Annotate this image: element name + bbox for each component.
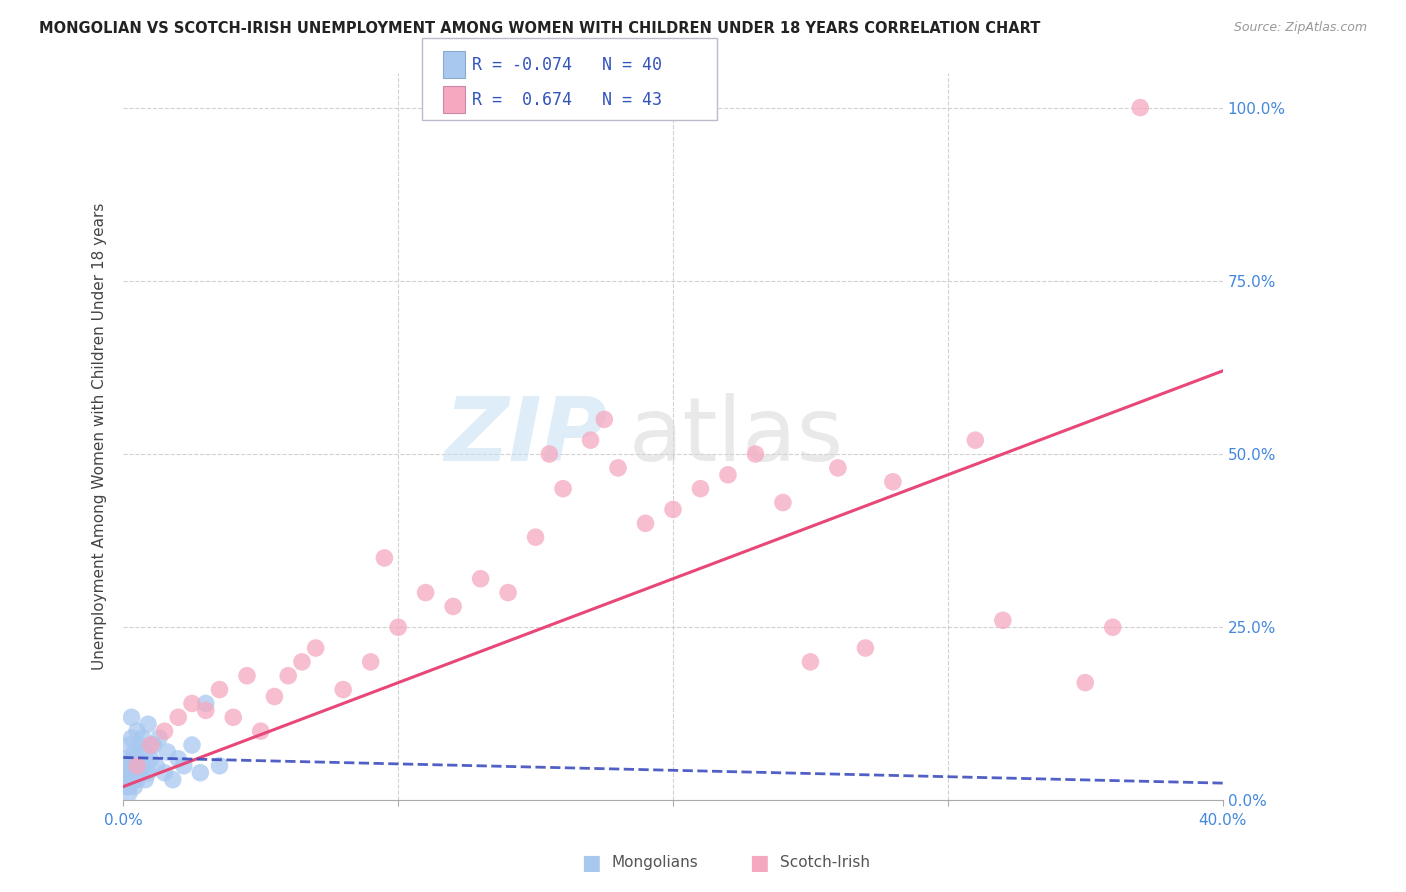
Point — [593, 412, 616, 426]
Point — [124, 780, 146, 794]
Point — [538, 447, 561, 461]
Point — [263, 690, 285, 704]
Point — [415, 585, 437, 599]
Point — [236, 669, 259, 683]
Point — [125, 759, 148, 773]
Point — [360, 655, 382, 669]
Point — [125, 772, 148, 787]
Point — [249, 724, 271, 739]
Text: ■: ■ — [749, 853, 769, 872]
Point — [799, 655, 821, 669]
Point — [128, 765, 150, 780]
Point — [634, 516, 657, 531]
Point — [662, 502, 685, 516]
Point — [128, 738, 150, 752]
Point — [173, 759, 195, 773]
Point — [607, 461, 630, 475]
Point — [148, 731, 170, 745]
Point — [121, 710, 143, 724]
Point — [118, 780, 141, 794]
Point — [145, 759, 167, 773]
Point — [162, 772, 184, 787]
Text: R =  0.674   N = 43: R = 0.674 N = 43 — [472, 91, 662, 109]
Text: Mongolians: Mongolians — [612, 855, 699, 870]
Point — [524, 530, 547, 544]
Point — [136, 717, 159, 731]
Point — [115, 772, 138, 787]
Point — [277, 669, 299, 683]
Point — [772, 495, 794, 509]
Point — [991, 613, 1014, 627]
Point — [139, 738, 162, 752]
Point — [121, 765, 143, 780]
Point — [882, 475, 904, 489]
Point — [125, 724, 148, 739]
Point — [121, 731, 143, 745]
Point — [118, 772, 141, 787]
Text: ■: ■ — [581, 853, 600, 872]
Point — [139, 752, 162, 766]
Text: atlas: atlas — [628, 393, 844, 480]
Point — [136, 765, 159, 780]
Point — [1101, 620, 1123, 634]
Text: Source: ZipAtlas.com: Source: ZipAtlas.com — [1233, 21, 1367, 35]
Point — [305, 640, 328, 655]
Point — [689, 482, 711, 496]
Point — [118, 759, 141, 773]
Point — [153, 765, 176, 780]
Point — [131, 759, 153, 773]
Point — [551, 482, 574, 496]
Text: ZIP: ZIP — [444, 393, 607, 480]
Point — [194, 703, 217, 717]
Point — [1129, 101, 1152, 115]
Point — [181, 738, 204, 752]
Point — [1074, 675, 1097, 690]
Point — [853, 640, 876, 655]
Point — [579, 433, 602, 447]
Point — [153, 724, 176, 739]
Point — [373, 551, 395, 566]
Point — [115, 780, 138, 794]
Point — [744, 447, 766, 461]
Point — [121, 752, 143, 766]
Point — [188, 765, 211, 780]
Point — [827, 461, 849, 475]
Point — [134, 772, 156, 787]
Point — [470, 572, 492, 586]
Point — [167, 710, 190, 724]
Point — [496, 585, 519, 599]
Point — [441, 599, 464, 614]
Point — [208, 759, 231, 773]
Point — [291, 655, 314, 669]
Point — [156, 745, 179, 759]
Point — [332, 682, 354, 697]
Point — [115, 765, 138, 780]
Point — [131, 731, 153, 745]
Text: Scotch-Irish: Scotch-Irish — [780, 855, 870, 870]
Point — [142, 738, 165, 752]
Point — [194, 697, 217, 711]
Text: MONGOLIAN VS SCOTCH-IRISH UNEMPLOYMENT AMONG WOMEN WITH CHILDREN UNDER 18 YEARS : MONGOLIAN VS SCOTCH-IRISH UNEMPLOYMENT A… — [39, 21, 1040, 37]
Point — [181, 697, 204, 711]
Y-axis label: Unemployment Among Women with Children Under 18 years: Unemployment Among Women with Children U… — [93, 203, 107, 671]
Point — [222, 710, 245, 724]
Point — [118, 787, 141, 801]
Point — [124, 759, 146, 773]
Point — [115, 752, 138, 766]
Point — [167, 752, 190, 766]
Text: R = -0.074   N = 40: R = -0.074 N = 40 — [472, 56, 662, 74]
Point — [387, 620, 409, 634]
Point — [118, 738, 141, 752]
Point — [124, 745, 146, 759]
Point — [208, 682, 231, 697]
Point — [965, 433, 987, 447]
Point — [717, 467, 740, 482]
Point — [134, 745, 156, 759]
Point — [125, 752, 148, 766]
